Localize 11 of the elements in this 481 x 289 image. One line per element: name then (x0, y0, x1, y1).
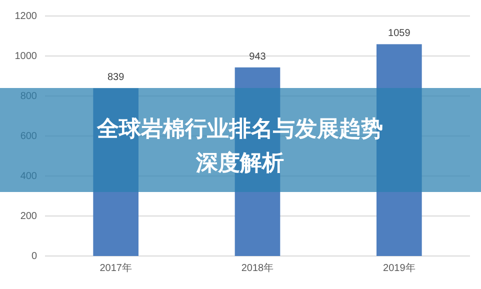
y-tick-label: 1200 (14, 11, 38, 22)
data-label: 1059 (388, 28, 411, 40)
data-label: 943 (249, 51, 266, 62)
x-tick-label: 2019年 (383, 262, 416, 274)
y-tick-label: 1000 (14, 51, 38, 62)
text: 全球岩棉行业排名与发展趋势深度解析 (96, 116, 383, 175)
x-tick-label: 2018年 (241, 262, 274, 274)
y-tick-label: 200 (20, 211, 38, 222)
data-label: 839 (107, 72, 125, 84)
y-tick-label: 0 (31, 251, 38, 262)
x-tick-label: 2017年 (100, 262, 132, 274)
